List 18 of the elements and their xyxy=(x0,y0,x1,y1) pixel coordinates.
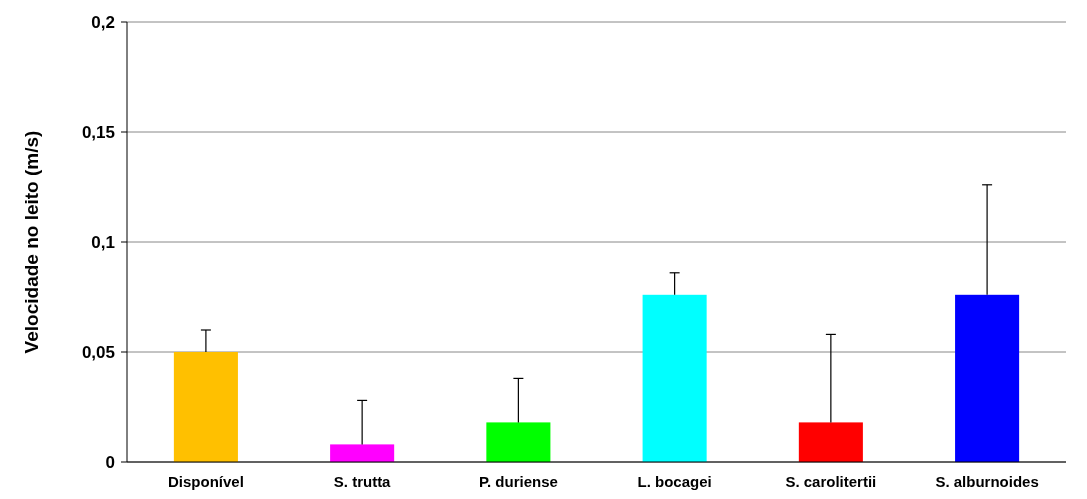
y-tick-label: 0,05 xyxy=(81,342,115,362)
bar xyxy=(798,422,863,462)
bar xyxy=(642,294,707,462)
bar xyxy=(173,352,238,462)
y-tick-label: 0,2 xyxy=(91,12,115,32)
bar xyxy=(330,444,395,462)
bar xyxy=(486,422,551,462)
x-tick-label: S. trutta xyxy=(333,473,392,490)
x-tick-label: S. carolitertii xyxy=(785,473,877,490)
x-tick-label: P. duriense xyxy=(478,473,558,490)
x-tick-label: Disponível xyxy=(167,473,244,490)
y-tick-label: 0,15 xyxy=(81,122,115,142)
bar xyxy=(955,294,1020,462)
y-tick-label: 0 xyxy=(105,452,115,472)
x-tick-label: S. alburnoides xyxy=(935,473,1039,490)
y-tick-label: 0,1 xyxy=(91,232,115,252)
y-axis-title: Velocidade no leito (m/s) xyxy=(21,130,42,354)
x-tick-label: L. bocagei xyxy=(637,473,712,490)
